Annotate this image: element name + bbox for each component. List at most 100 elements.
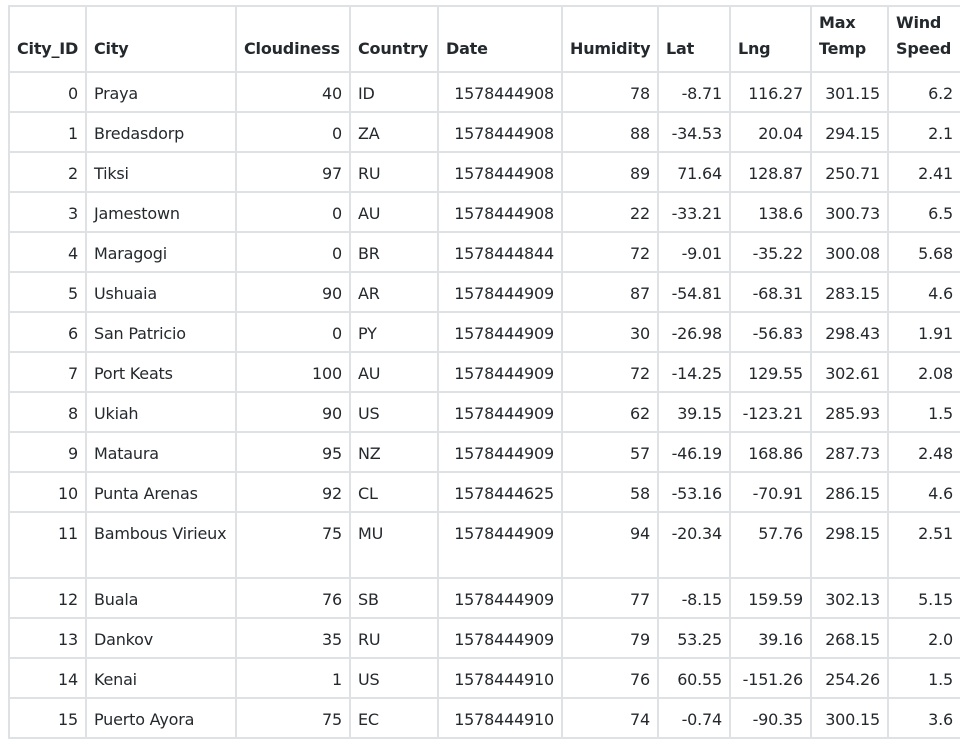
lat-cell: 60.55 <box>657 657 731 699</box>
wind-speed-cell: 4.6 <box>887 471 960 513</box>
table-row: 0 Praya 40 ID 1578444908 78 -8.71 116.27 301.15 6… <box>8 71 960 113</box>
city-id-cell: 10 <box>8 471 87 513</box>
humidity-cell: 22 <box>561 191 659 233</box>
max-temp-cell: 298.43 <box>810 311 889 353</box>
city-cell: Mataura <box>85 431 237 473</box>
column-header-date: Date <box>437 5 563 73</box>
max-temp-cell: 294.15 <box>810 111 889 153</box>
table-row: 9 Mataura 95 NZ 1578444909 57 -46.19 168.86 287.… <box>8 431 960 473</box>
city-id-cell: 14 <box>8 657 87 699</box>
city-id-cell: 0 <box>8 71 87 113</box>
date-cell: 1578444909 <box>437 431 563 473</box>
wind-speed-cell: 5.68 <box>887 231 960 273</box>
city-id-cell: 12 <box>8 577 87 619</box>
data-table-container: City_ID City Cloudiness Country Date Hum… <box>8 5 960 744</box>
lng-cell: 57.76 <box>729 511 812 579</box>
lat-cell: 71.64 <box>657 151 731 193</box>
wind-speed-cell: 1.91 <box>887 311 960 353</box>
max-temp-cell: 250.71 <box>810 151 889 193</box>
date-cell: 1578444908 <box>437 151 563 193</box>
lat-cell: -54.81 <box>657 271 731 313</box>
table-row: 12 Buala 76 SB 1578444909 77 -8.15 159.59 302.13… <box>8 577 960 619</box>
lat-cell: 39.15 <box>657 391 731 433</box>
cloudiness-cell: 40 <box>235 71 351 113</box>
cloudiness-cell: 1 <box>235 657 351 699</box>
humidity-cell: 94 <box>561 511 659 579</box>
wind-speed-cell: 2.48 <box>887 431 960 473</box>
city-cell: Praya <box>85 71 237 113</box>
humidity-cell: 89 <box>561 151 659 193</box>
cloudiness-cell: 95 <box>235 431 351 473</box>
humidity-cell: 77 <box>561 577 659 619</box>
lng-cell: -123.21 <box>729 391 812 433</box>
humidity-cell: 76 <box>561 657 659 699</box>
cloudiness-cell: 76 <box>235 577 351 619</box>
lat-cell: -26.98 <box>657 311 731 353</box>
max-temp-cell: 268.15 <box>810 617 889 659</box>
cloudiness-cell: 0 <box>235 191 351 233</box>
table-row: 14 Kenai 1 US 1578444910 76 60.55 -151.26 254.26… <box>8 657 960 699</box>
lng-cell: 159.59 <box>729 577 812 619</box>
humidity-cell: 62 <box>561 391 659 433</box>
date-cell: 1578444910 <box>437 697 563 739</box>
date-cell: 1578444908 <box>437 71 563 113</box>
column-header-city-id: City_ID <box>8 5 87 73</box>
city-id-cell: 2 <box>8 151 87 193</box>
max-temp-cell: 301.15 <box>810 71 889 113</box>
city-id-cell: 6 <box>8 311 87 353</box>
date-cell: 1578444908 <box>437 111 563 153</box>
date-cell: 1578444909 <box>437 511 563 579</box>
max-temp-cell: 283.15 <box>810 271 889 313</box>
humidity-cell: 58 <box>561 471 659 513</box>
cloudiness-cell: 0 <box>235 111 351 153</box>
column-header-lat: Lat <box>657 5 731 73</box>
lat-cell: -14.25 <box>657 351 731 393</box>
city-cell: Ukiah <box>85 391 237 433</box>
wind-speed-cell: 2.51 <box>887 511 960 579</box>
max-temp-cell: 254.26 <box>810 657 889 699</box>
table-row: 10 Punta Arenas 92 CL 1578444625 58 -53.16 -70.… <box>8 471 960 513</box>
lng-cell: 138.6 <box>729 191 812 233</box>
country-cell: PY <box>349 311 439 353</box>
lng-cell: -56.83 <box>729 311 812 353</box>
wind-speed-cell: 2.41 <box>887 151 960 193</box>
date-cell: 1578444909 <box>437 577 563 619</box>
lat-cell: 53.25 <box>657 617 731 659</box>
wind-speed-cell: 2.0 <box>887 617 960 659</box>
date-cell: 1578444910 <box>437 657 563 699</box>
cloudiness-cell: 100 <box>235 351 351 393</box>
column-header-city: City <box>85 5 237 73</box>
column-header-max-temp: Max Temp <box>810 5 889 73</box>
city-cell: Dankov <box>85 617 237 659</box>
city-cell: Ushuaia <box>85 271 237 313</box>
table-body: 0 Praya 40 ID 1578444908 78 -8.71 116.27 301.15 6… <box>8 71 960 739</box>
humidity-cell: 79 <box>561 617 659 659</box>
city-cell: Jamestown <box>85 191 237 233</box>
country-cell: RU <box>349 151 439 193</box>
wind-speed-cell: 2.1 <box>887 111 960 153</box>
wind-speed-cell: 1.5 <box>887 391 960 433</box>
lng-cell: -151.26 <box>729 657 812 699</box>
cloudiness-cell: 35 <box>235 617 351 659</box>
city-cell: Port Keats <box>85 351 237 393</box>
date-cell: 1578444909 <box>437 617 563 659</box>
wind-speed-cell: 1.5 <box>887 657 960 699</box>
date-cell: 1578444909 <box>437 271 563 313</box>
city-id-cell: 9 <box>8 431 87 473</box>
date-cell: 1578444909 <box>437 311 563 353</box>
lat-cell: -33.21 <box>657 191 731 233</box>
city-id-cell: 5 <box>8 271 87 313</box>
cloudiness-cell: 90 <box>235 271 351 313</box>
cloudiness-cell: 92 <box>235 471 351 513</box>
city-id-cell: 7 <box>8 351 87 393</box>
humidity-cell: 30 <box>561 311 659 353</box>
wind-speed-cell: 6.2 <box>887 71 960 113</box>
humidity-cell: 74 <box>561 697 659 739</box>
wind-speed-cell: 2.08 <box>887 351 960 393</box>
table-row: 1 Bredasdorp 0 ZA 1578444908 88 -34.53 20.04 294… <box>8 111 960 153</box>
humidity-cell: 78 <box>561 71 659 113</box>
country-cell: MU <box>349 511 439 579</box>
city-id-cell: 3 <box>8 191 87 233</box>
column-header-cloudiness: Cloudiness <box>235 5 351 73</box>
country-cell: CL <box>349 471 439 513</box>
